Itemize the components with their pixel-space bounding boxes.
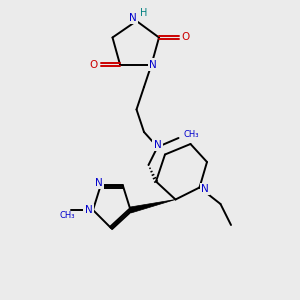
Text: H: H xyxy=(140,8,148,18)
Text: N: N xyxy=(95,178,103,188)
Text: O: O xyxy=(90,59,98,70)
Text: N: N xyxy=(149,59,157,70)
Text: N: N xyxy=(201,184,209,194)
Text: CH₃: CH₃ xyxy=(184,130,200,139)
Text: N: N xyxy=(154,140,161,150)
Text: N: N xyxy=(129,13,137,23)
Text: N: N xyxy=(85,205,92,215)
Text: O: O xyxy=(181,32,189,43)
Polygon shape xyxy=(130,200,176,213)
Text: CH₃: CH₃ xyxy=(59,211,75,220)
